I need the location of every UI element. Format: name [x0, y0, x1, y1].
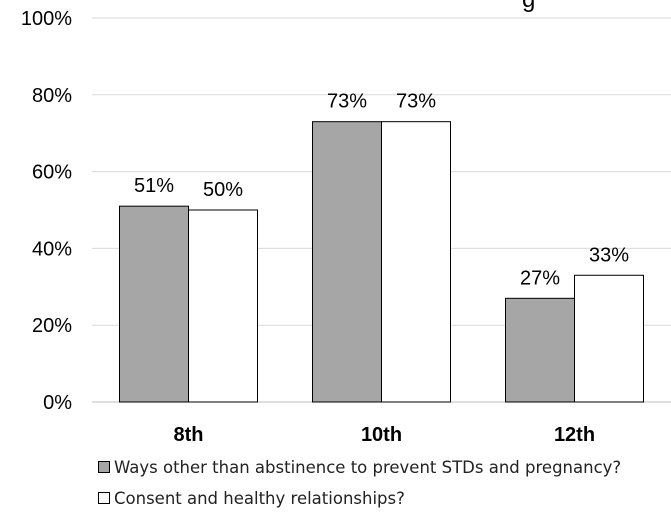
- bar-series-1-12th: [505, 297, 575, 403]
- bar-series-1-10th: [312, 121, 382, 403]
- bar-series-1-8th: [119, 205, 189, 403]
- legend-item-series-1: Ways other than abstinence to prevent ST…: [98, 455, 621, 479]
- bar-series-2-12th: [574, 274, 644, 403]
- legend-label-series-2: Consent and healthy relationships?: [114, 488, 405, 508]
- y-tick-label: 100%: [21, 8, 72, 30]
- y-tick-label: 0%: [43, 392, 72, 414]
- data-label: 50%: [203, 179, 243, 201]
- legend-swatch-series-2: [98, 492, 110, 504]
- x-tick-label: 12th: [554, 424, 595, 445]
- bar-series-2-8th: [188, 209, 258, 403]
- bar-series-2-10th: [381, 121, 451, 403]
- bar-chart: 0% 20% 40% 60% 80% 100% 51% 50% 8th 73% 73% 10th 27%…: [21, 8, 671, 445]
- chart-legend: Ways other than abstinence to prevent ST…: [98, 455, 621, 517]
- data-label: 73%: [396, 91, 436, 113]
- y-tick-label: 20%: [32, 315, 72, 337]
- x-tick-label: 10th: [361, 424, 402, 445]
- data-label: 73%: [327, 91, 367, 113]
- x-tick-label: 8th: [174, 424, 204, 445]
- data-label: 51%: [134, 175, 174, 197]
- y-tick-label: 80%: [32, 85, 72, 107]
- legend-swatch-series-1: [98, 461, 110, 473]
- data-label: 33%: [589, 244, 629, 266]
- data-label: 27%: [520, 267, 560, 289]
- y-tick-label: 60%: [32, 162, 72, 184]
- chart-title-fragment: g: [522, 0, 535, 14]
- legend-label-series-1: Ways other than abstinence to prevent ST…: [114, 457, 622, 477]
- legend-item-series-2: Consent and healthy relationships?: [98, 486, 621, 510]
- y-tick-label: 40%: [32, 238, 72, 260]
